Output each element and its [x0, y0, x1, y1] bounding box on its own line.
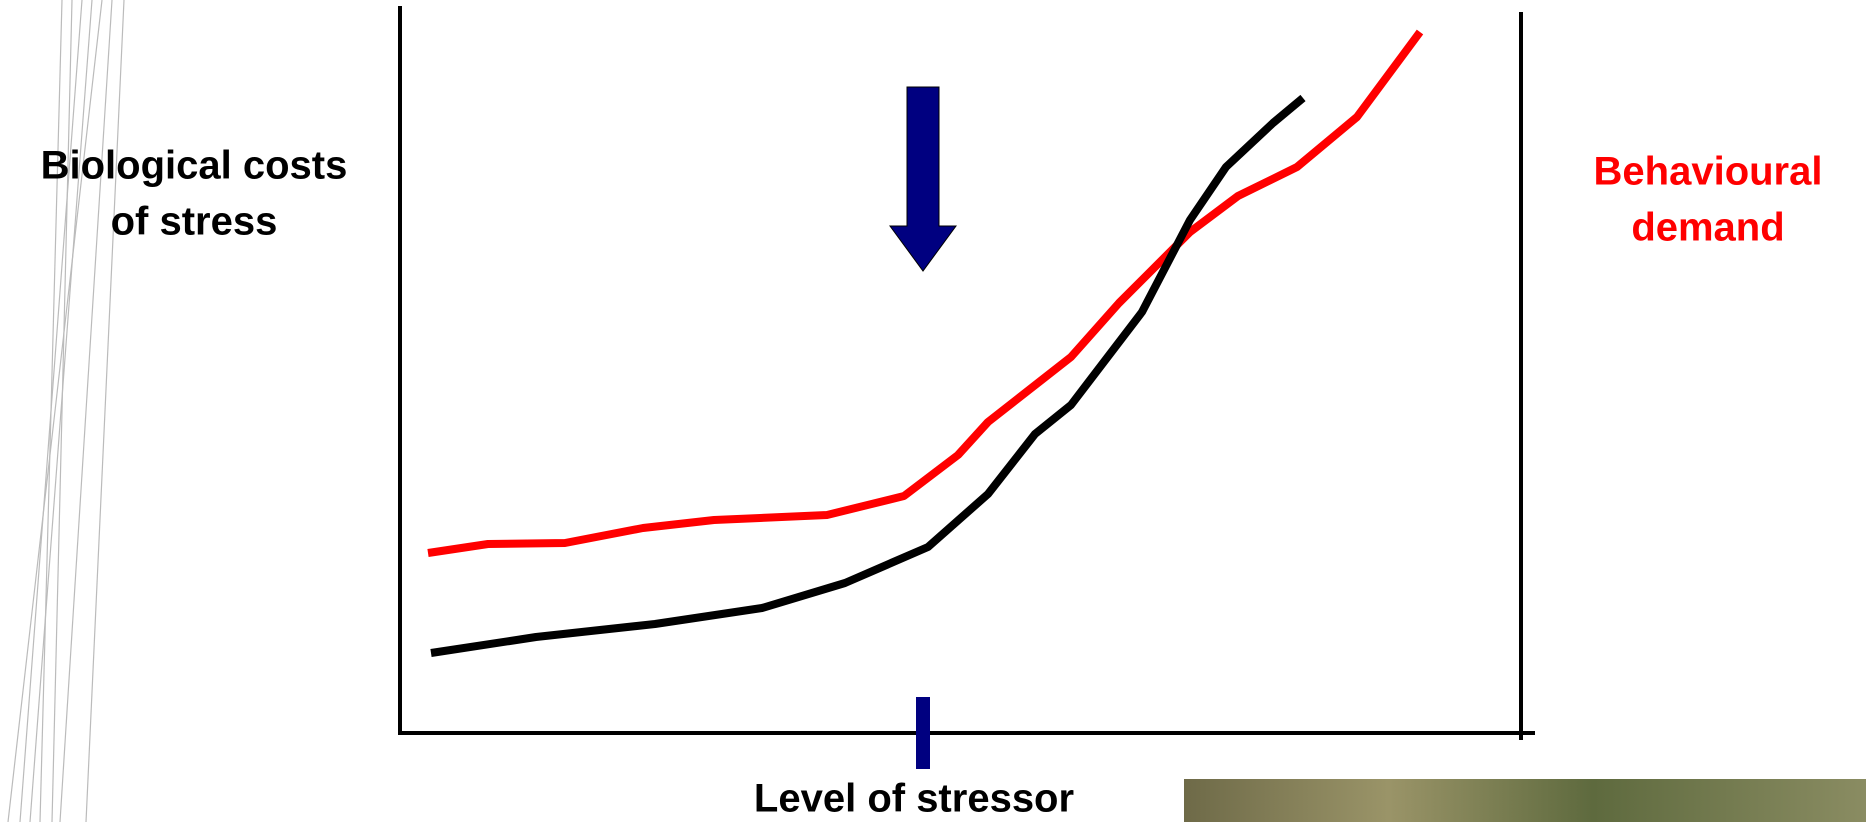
- decorative-lines: [7, 0, 125, 822]
- left-label: of stress: [111, 200, 278, 244]
- photo: [1184, 779, 1866, 822]
- left-label: Biological costs: [41, 144, 348, 188]
- x-axis-label: Level of stressor: [754, 777, 1074, 821]
- biological-cost-curve: [430, 94, 1306, 657]
- stressor-marker: [916, 697, 930, 769]
- axes: [398, 6, 1535, 740]
- right-label: Behavioural: [1594, 150, 1823, 194]
- behavioural-demand-curve: [427, 29, 1424, 557]
- right-label: demand: [1631, 206, 1784, 250]
- arrow: [889, 86, 957, 272]
